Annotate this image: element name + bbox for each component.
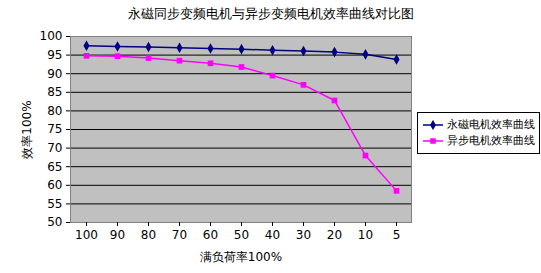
svg-text:40: 40 xyxy=(265,228,280,242)
svg-text:100: 100 xyxy=(40,29,63,43)
svg-text:80: 80 xyxy=(47,104,62,118)
svg-text:50: 50 xyxy=(234,228,249,242)
svg-text:70: 70 xyxy=(172,228,187,242)
svg-text:5: 5 xyxy=(393,228,401,242)
svg-text:10: 10 xyxy=(358,228,373,242)
svg-text:95: 95 xyxy=(47,48,62,62)
svg-text:效率100%: 效率100% xyxy=(20,100,34,158)
svg-text:满负荷率100%: 满负荷率100% xyxy=(200,250,282,264)
svg-text:75: 75 xyxy=(47,122,62,136)
svg-text:60: 60 xyxy=(203,228,218,242)
svg-text:70: 70 xyxy=(47,141,62,155)
svg-text:90: 90 xyxy=(47,67,62,81)
svg-text:80: 80 xyxy=(141,228,156,242)
svg-text:90: 90 xyxy=(110,228,125,242)
svg-text:30: 30 xyxy=(296,228,311,242)
svg-text:50: 50 xyxy=(47,215,62,229)
html-text:异步电机效率曲线: 异步电机效率曲线 xyxy=(447,134,535,147)
svg-text:65: 65 xyxy=(47,160,62,174)
html-text:永磁电机效率曲线: 永磁电机效率曲线 xyxy=(447,118,535,131)
svg-text:20: 20 xyxy=(327,228,342,242)
svg-text:60: 60 xyxy=(47,178,62,192)
html-text:永磁同步变频电机与异步变频电机效率曲线对比图: 永磁同步变频电机与异步变频电机效率曲线对比图 xyxy=(127,6,414,21)
svg-text:55: 55 xyxy=(47,197,62,211)
svg-text:85: 85 xyxy=(47,85,62,99)
svg-text:100: 100 xyxy=(75,228,98,242)
